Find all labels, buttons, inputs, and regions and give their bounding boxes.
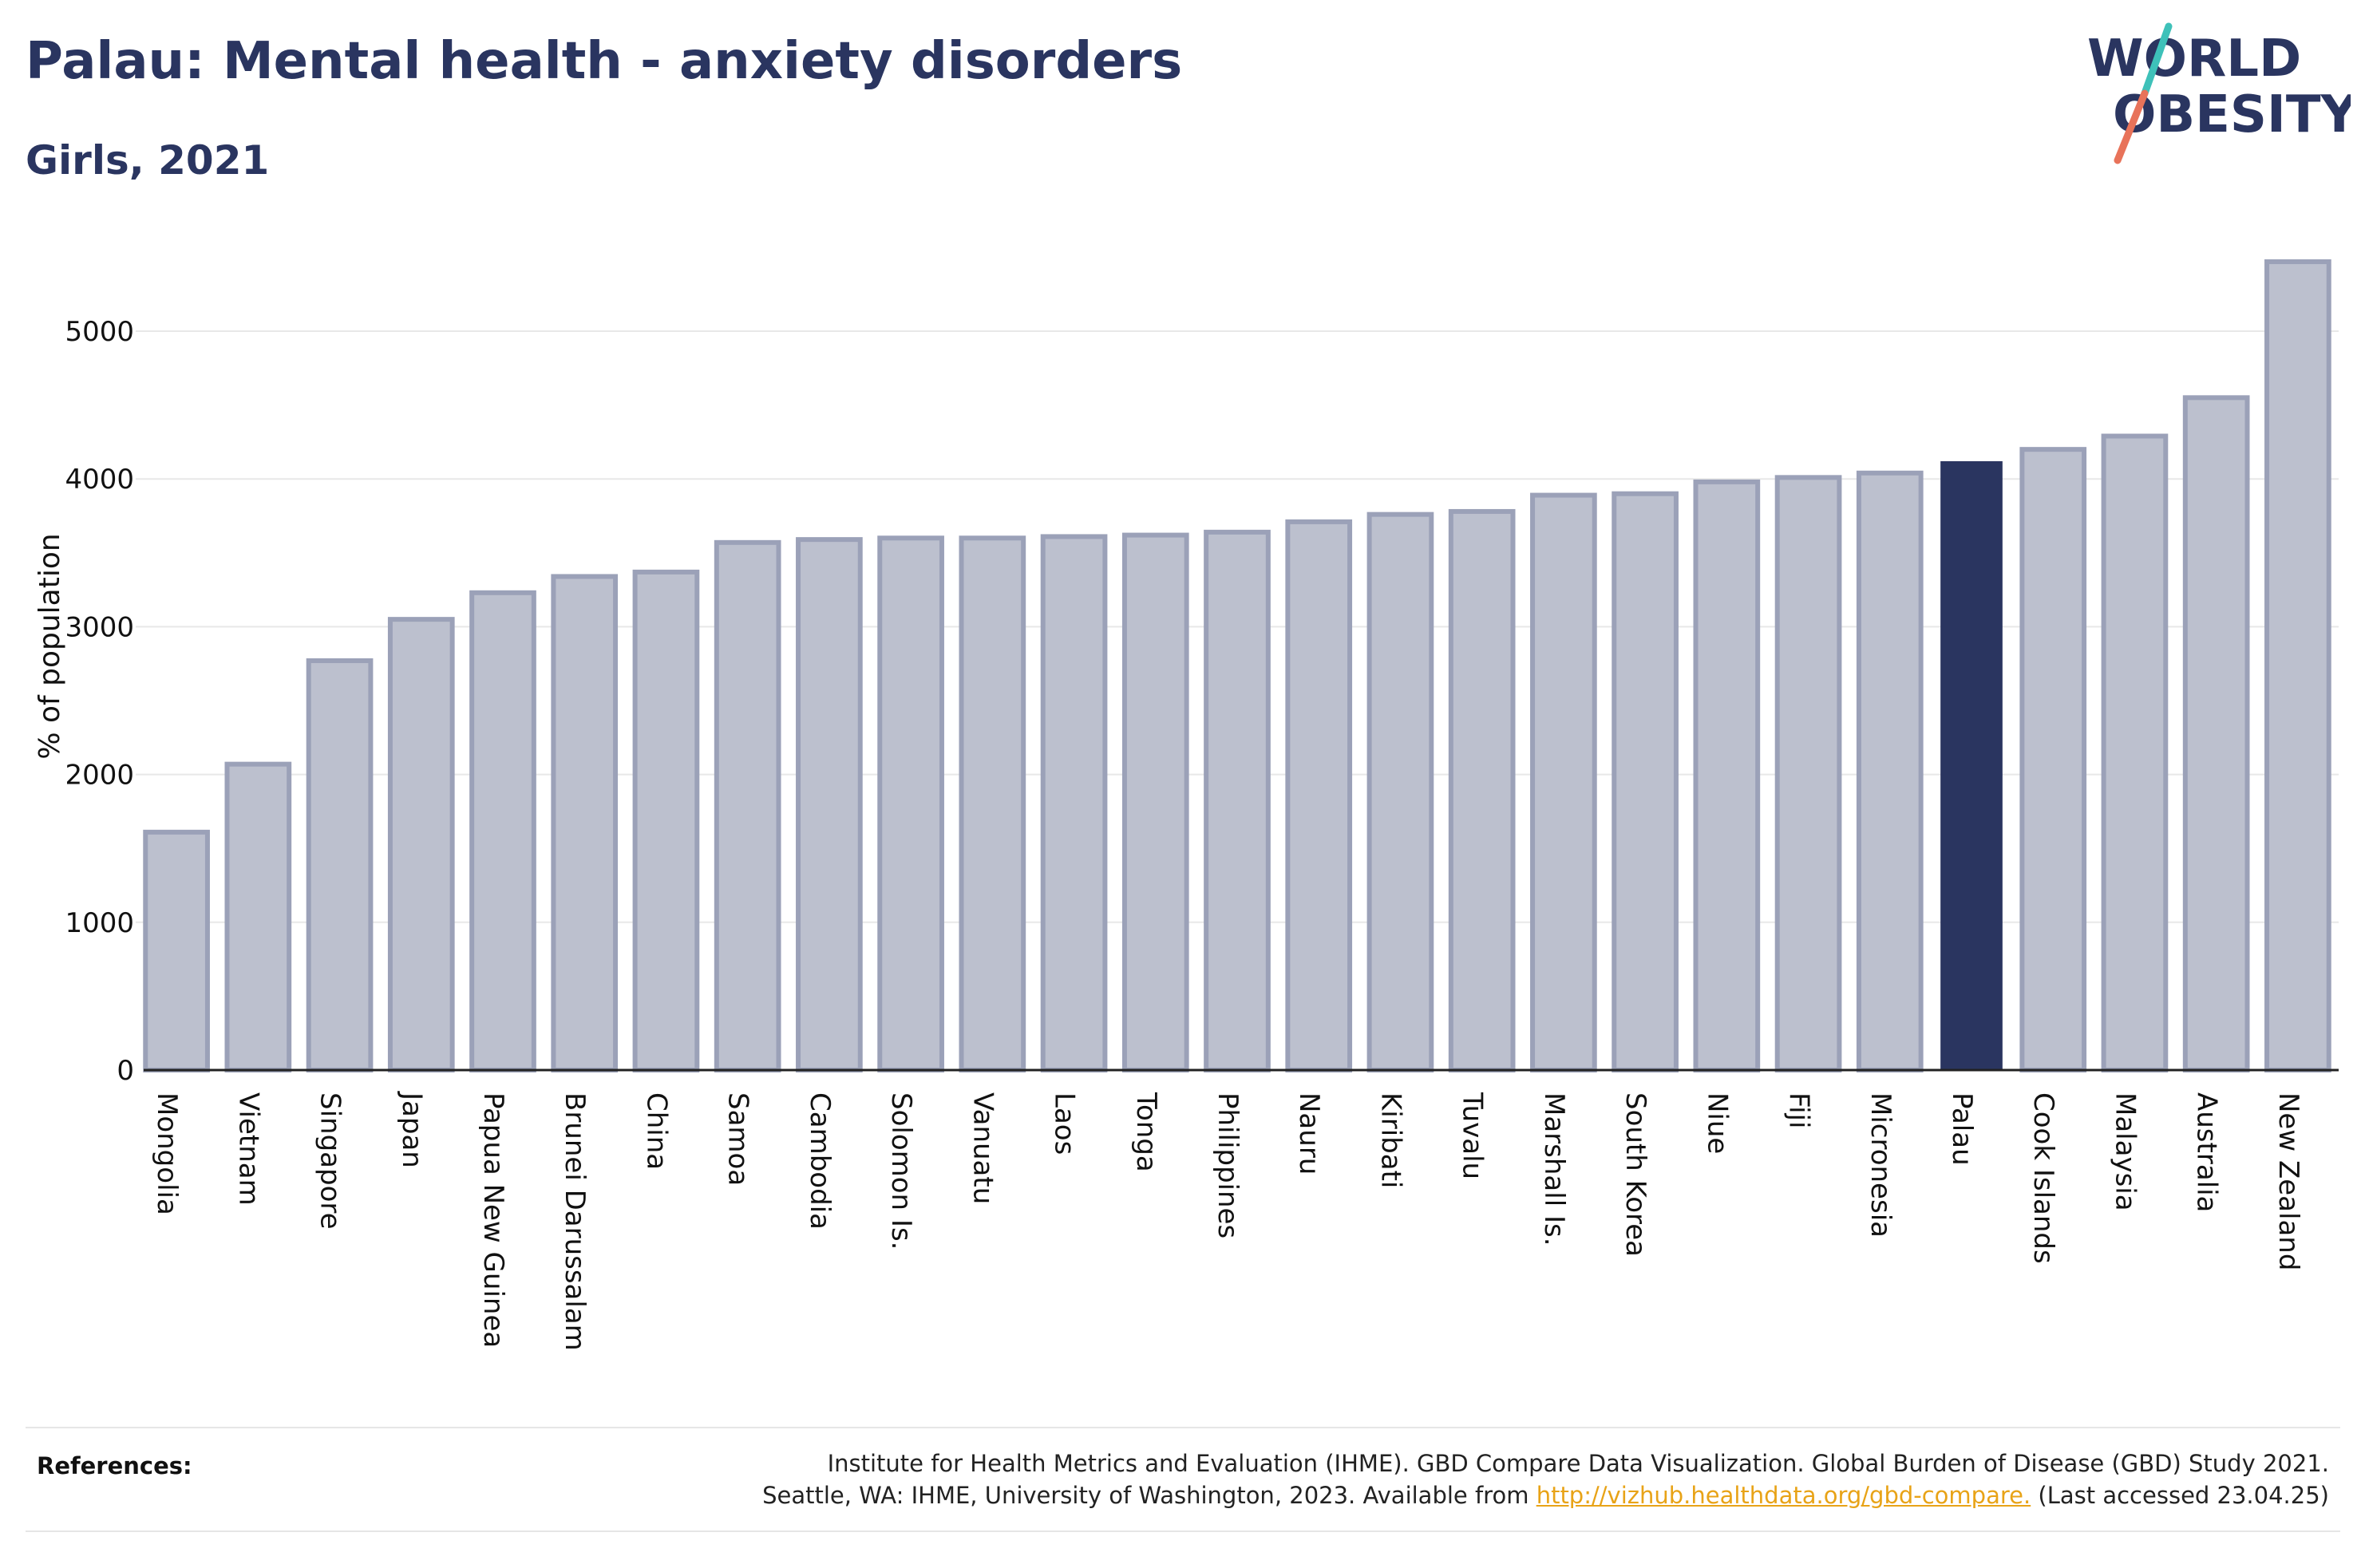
references-link[interactable]: http://vizhub.healthdata.org/gbd-compare… — [1536, 1482, 2031, 1509]
logo-slash-teal — [2141, 22, 2173, 97]
x-tick-label: Philippines — [1212, 1092, 1244, 1238]
y-tick-label: 4000 — [65, 464, 134, 496]
x-tick-label: Solomon Is. — [885, 1092, 917, 1250]
bar — [877, 535, 944, 1072]
bar — [2264, 259, 2331, 1072]
x-tick-label: Tuvalu — [1457, 1092, 1489, 1179]
references-box: References: Institute for Health Metrics… — [26, 1427, 2340, 1532]
bar — [306, 658, 374, 1072]
bar — [1856, 470, 1924, 1072]
x-tick-label: Malaysia — [2109, 1092, 2141, 1211]
chart-title: Palau: Mental health - anxiety disorders — [26, 32, 1183, 91]
x-tick-label: China — [640, 1092, 672, 1170]
bar — [2101, 433, 2169, 1072]
x-tick-label: Nauru — [1293, 1092, 1325, 1175]
bar — [714, 539, 781, 1072]
logo-word-obesity: OBESITY — [2113, 85, 2351, 144]
x-tick-label: Papua New Guinea — [477, 1092, 509, 1348]
references-label: References: — [37, 1452, 192, 1479]
world-obesity-logo: WORLD OBESITY — [2087, 22, 2351, 164]
y-axis-label: % of population — [34, 533, 66, 759]
bar — [959, 535, 1026, 1072]
bar-highlight — [1940, 460, 2003, 1070]
x-tick-label: Palau — [1946, 1092, 1978, 1166]
bar — [2182, 395, 2250, 1072]
references-line-1: Institute for Health Metrics and Evaluat… — [827, 1450, 2329, 1477]
y-tick-label: 2000 — [65, 760, 134, 792]
bar — [143, 829, 210, 1072]
bar — [469, 590, 536, 1072]
bar — [1040, 534, 1108, 1072]
x-tick-label: South Korea — [1619, 1092, 1651, 1257]
y-tick-label: 3000 — [65, 611, 134, 643]
references-text: Institute for Health Metrics and Evaluat… — [762, 1448, 2329, 1511]
bars — [143, 259, 2331, 1072]
x-tick-label: Australia — [2191, 1092, 2223, 1212]
x-tick-label: Marshall Is. — [1538, 1092, 1570, 1246]
x-tick-label: Vietnam — [232, 1092, 264, 1206]
bar — [796, 537, 863, 1072]
bar — [551, 574, 619, 1072]
bar — [1774, 475, 1842, 1072]
bar — [1204, 529, 1271, 1072]
references-line-2: Seattle, WA: IHME, University of Washing… — [762, 1479, 2329, 1511]
x-tick-label: Singapore — [314, 1092, 346, 1230]
bar — [387, 617, 455, 1072]
x-tick-label: Niue — [1701, 1092, 1733, 1154]
bar — [1448, 508, 1516, 1072]
x-tick-label: Brunei Darussalam — [559, 1092, 591, 1351]
bar — [1530, 492, 1597, 1072]
x-tick-label: New Zealand — [2272, 1092, 2304, 1270]
bar — [1366, 511, 1434, 1072]
bar — [1693, 479, 1761, 1072]
bar — [224, 761, 292, 1072]
x-tick-label: Cook Islands — [2027, 1092, 2059, 1264]
axes: 0 1000 2000 3000 4000 5000 — [65, 316, 2339, 1087]
y-tick-label: 5000 — [65, 316, 134, 348]
references-line-2-prefix: Seattle, WA: IHME, University of Washing… — [762, 1482, 1536, 1509]
bar — [2019, 447, 2087, 1072]
x-tick-label: Laos — [1049, 1092, 1081, 1155]
logo-slash-coral — [2114, 89, 2149, 164]
category-labels: Mongolia Vietnam Singapore Japan Papua New G… — [151, 1091, 2304, 1351]
y-tick-label: 0 — [117, 1055, 134, 1087]
x-tick-label: Vanuatu — [967, 1092, 999, 1204]
x-tick-label: Japan — [396, 1091, 428, 1168]
x-tick-label: Cambodia — [804, 1092, 836, 1230]
x-tick-label: Tonga — [1130, 1092, 1162, 1172]
y-tick-label: 1000 — [65, 907, 134, 939]
x-tick-label: Fiji — [1783, 1092, 1815, 1128]
x-tick-label: Mongolia — [151, 1092, 183, 1215]
x-tick-label: Kiribati — [1374, 1092, 1406, 1188]
references-line-2-suffix: (Last accessed 23.04.25) — [2031, 1482, 2329, 1509]
bar — [1285, 519, 1353, 1072]
x-tick-label: Samoa — [722, 1092, 754, 1186]
x-tick-label: Micronesia — [1865, 1092, 1896, 1238]
logo-word-world: WORLD — [2087, 30, 2301, 89]
bar — [632, 569, 700, 1072]
bar — [1612, 491, 1679, 1072]
bar — [1121, 532, 1189, 1072]
chart-subtitle: Girls, 2021 — [26, 137, 270, 184]
